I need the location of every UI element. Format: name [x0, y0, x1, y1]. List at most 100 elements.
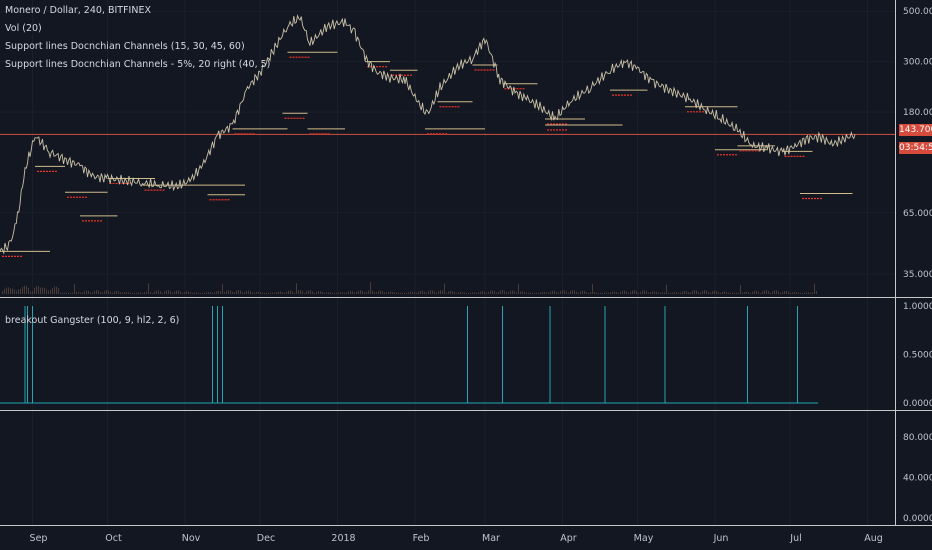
- volume-bar: [242, 291, 243, 294]
- volume-bar: [492, 290, 493, 294]
- volume-bar: [304, 292, 305, 294]
- price-y-tick-label: 65.000: [903, 209, 932, 219]
- breakout-spikes-layer: [0, 306, 818, 404]
- volume-bar: [580, 291, 581, 294]
- indicator-legend-donchian[interactable]: Support lines Docnchian Channels (15, 30…: [5, 41, 245, 52]
- volume-bar: [742, 292, 743, 294]
- volume-bar: [518, 284, 519, 294]
- volume-bar: [40, 287, 41, 294]
- volume-bar: [760, 292, 761, 294]
- volume-bar: [472, 292, 473, 294]
- volume-bar: [130, 292, 131, 294]
- volume-bar: [774, 290, 775, 294]
- volume-bar: [464, 292, 465, 294]
- volume-bar: [234, 292, 235, 294]
- volume-bar: [334, 292, 335, 294]
- volume-bar: [166, 290, 167, 294]
- volume-bar: [364, 292, 365, 294]
- volume-bar: [714, 290, 715, 294]
- volume-bar: [104, 290, 105, 294]
- volume-bar: [112, 292, 113, 294]
- volume-bar: [644, 290, 645, 294]
- volume-bar: [784, 290, 785, 294]
- axis-layer: Sep Oct Nov Dec 2018 Feb Mar Apr May Jun Jul Aug 500…: [30, 7, 932, 544]
- volume-bar: [86, 290, 87, 294]
- volume-bar: [642, 290, 643, 294]
- volume-bar: [412, 291, 413, 294]
- volume-bar: [174, 291, 175, 294]
- volume-bar: [358, 290, 359, 294]
- volume-bar: [74, 284, 75, 294]
- indicator-legend-donchian-right[interactable]: Support lines Docnchian Channels - 5%, 2…: [5, 59, 271, 70]
- volume-bar: [610, 292, 611, 294]
- price-series-line: [0, 13, 856, 255]
- symbol-title[interactable]: Monero / Dollar, 240, BITFINEX: [5, 5, 151, 16]
- volume-bar: [386, 292, 387, 294]
- volume-bar: [296, 283, 297, 294]
- volume-bar: [798, 292, 799, 294]
- volume-bar: [408, 292, 409, 294]
- volume-bar: [746, 291, 747, 294]
- volume-bar: [338, 292, 339, 294]
- volume-bar: [168, 290, 169, 294]
- volume-bar: [238, 290, 239, 294]
- volume-bar: [56, 286, 57, 294]
- volume-bar: [42, 287, 43, 294]
- volume-bar: [716, 290, 717, 294]
- volume-bar: [596, 292, 597, 294]
- volume-bar: [336, 292, 337, 294]
- volume-bar: [484, 291, 485, 294]
- volume-bar: [584, 290, 585, 294]
- volume-bar: [530, 292, 531, 294]
- volume-bar: [94, 290, 95, 294]
- volume-bar: [630, 291, 631, 294]
- volume-bar: [366, 291, 367, 294]
- volume-bar: [354, 292, 355, 294]
- volume-bar: [756, 290, 757, 294]
- volume-bar: [458, 292, 459, 294]
- volume-bar: [740, 284, 741, 294]
- volume-bar: [712, 291, 713, 294]
- volume-bar: [728, 292, 729, 294]
- volume-bar: [158, 290, 159, 294]
- volume-bar: [370, 282, 371, 294]
- volume-bar: [124, 292, 125, 294]
- volume-bar: [274, 292, 275, 294]
- volume-bar: [206, 292, 207, 294]
- volume-bar: [812, 292, 813, 294]
- volume-bar: [696, 290, 697, 294]
- volume-bar: [266, 292, 267, 294]
- volume-bar: [666, 284, 667, 294]
- volume-bar: [556, 291, 557, 294]
- volume-bar: [176, 290, 177, 294]
- volume-bar: [222, 284, 223, 294]
- x-tick-label: 2018: [331, 533, 355, 544]
- empty-pane-y-tick-label: 0.0000: [903, 514, 932, 524]
- volume-bar: [600, 292, 601, 294]
- volume-bar: [448, 291, 449, 294]
- volume-bar: [612, 291, 613, 294]
- indicator-legend-breakout[interactable]: breakout Gangster (100, 9, hl2, 2, 6): [5, 315, 180, 326]
- indicator-legend-volume[interactable]: Vol (20): [5, 23, 42, 34]
- volume-bar: [488, 291, 489, 294]
- volume-bar: [534, 292, 535, 294]
- volume-bar: [720, 292, 721, 294]
- volume-bar: [544, 291, 545, 294]
- volume-bar: [216, 291, 217, 294]
- volume-bar: [244, 292, 245, 294]
- volume-bar: [132, 292, 133, 294]
- volume-bar: [532, 292, 533, 294]
- volume-bar: [230, 290, 231, 294]
- volume-bar: [498, 291, 499, 294]
- volume-bar: [658, 292, 659, 294]
- volume-bar: [678, 292, 679, 294]
- volume-bar: [184, 292, 185, 294]
- volume-bar: [698, 291, 699, 294]
- volume-bar: [144, 292, 145, 294]
- volume-bar: [620, 291, 621, 294]
- volume-bar: [768, 291, 769, 294]
- volume-bar: [2, 290, 3, 294]
- volume-bar: [258, 291, 259, 294]
- volume-bar: [526, 292, 527, 294]
